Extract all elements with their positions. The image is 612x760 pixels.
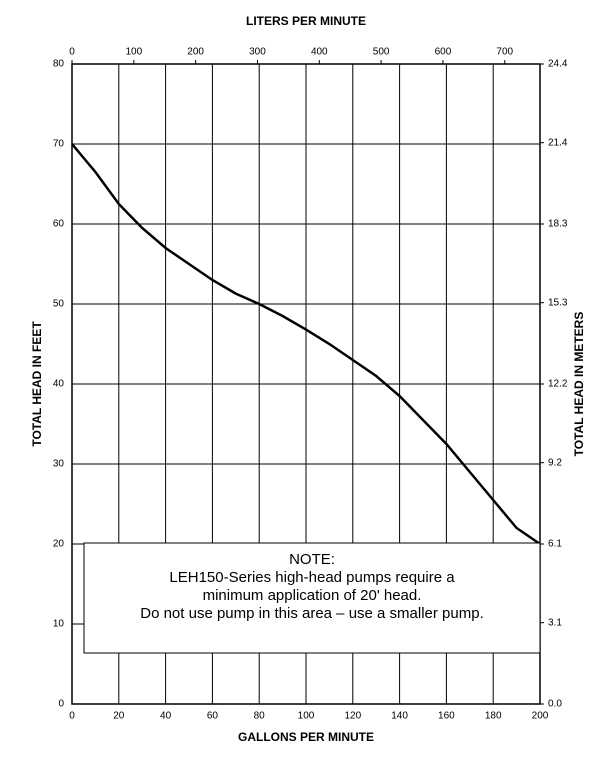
x2-tick-label: 300: [249, 47, 266, 58]
x2-tick-label: 700: [496, 47, 513, 58]
y2-tick-label: 9.2: [548, 457, 562, 468]
x-axis-label: GALLONS PER MINUTE: [238, 730, 374, 744]
x-tick-label: 100: [298, 711, 315, 722]
y-tick-label: 10: [53, 619, 65, 630]
y-axis-label: TOTAL HEAD IN FEET: [30, 321, 44, 447]
x2-tick-label: 200: [187, 47, 204, 58]
y-tick-label: 60: [53, 219, 65, 230]
note-text: NOTE:: [289, 551, 335, 568]
y-tick-label: 30: [53, 459, 65, 470]
note-text: LEH150-Series high-head pumps require a: [169, 569, 455, 586]
x2-tick-label: 100: [125, 47, 142, 58]
note-box: [83, 542, 541, 654]
y-tick-label: 50: [53, 299, 65, 310]
y2-axis-label: TOTAL HEAD IN METERS: [572, 312, 586, 457]
y2-tick-label: 15.3: [548, 297, 568, 308]
x2-tick-label: 400: [311, 47, 328, 58]
x-tick-label: 80: [254, 711, 266, 722]
x2-tick-label: 600: [435, 47, 452, 58]
x-tick-label: 40: [160, 711, 172, 722]
x2-axis-label: LITERS PER MINUTE: [246, 14, 366, 28]
note-text: Do not use pump in this area – use a sma…: [140, 605, 484, 622]
y-tick-label: 70: [53, 139, 65, 150]
y2-tick-label: 6.1: [548, 539, 562, 550]
y-tick-label: 40: [53, 379, 65, 390]
x-tick-label: 180: [485, 711, 502, 722]
x-tick-label: 20: [113, 711, 125, 722]
y-tick-label: 20: [53, 539, 65, 550]
plot-frame: [71, 63, 541, 705]
x-tick-label: 60: [207, 711, 219, 722]
x2-tick-label: 500: [373, 47, 390, 58]
note-text: minimum application of 20' head.: [203, 587, 422, 604]
x-tick-label: 120: [344, 711, 361, 722]
x-tick-label: 200: [532, 711, 549, 722]
y-tick-label: 0: [58, 699, 64, 710]
y2-tick-label: 3.1: [548, 617, 562, 628]
y2-tick-label: 24.4: [548, 59, 568, 70]
y2-tick-label: 12.2: [548, 379, 568, 390]
y2-tick-label: 0.0: [548, 699, 562, 710]
x2-tick-label: 0: [69, 47, 75, 58]
x-tick-label: 0: [69, 711, 75, 722]
x-tick-label: 160: [438, 711, 455, 722]
pump-curve: [71, 143, 541, 546]
y-tick-label: 80: [53, 59, 65, 70]
y2-tick-label: 21.4: [548, 137, 568, 148]
y2-tick-label: 18.3: [548, 219, 568, 230]
x-tick-label: 140: [391, 711, 408, 722]
